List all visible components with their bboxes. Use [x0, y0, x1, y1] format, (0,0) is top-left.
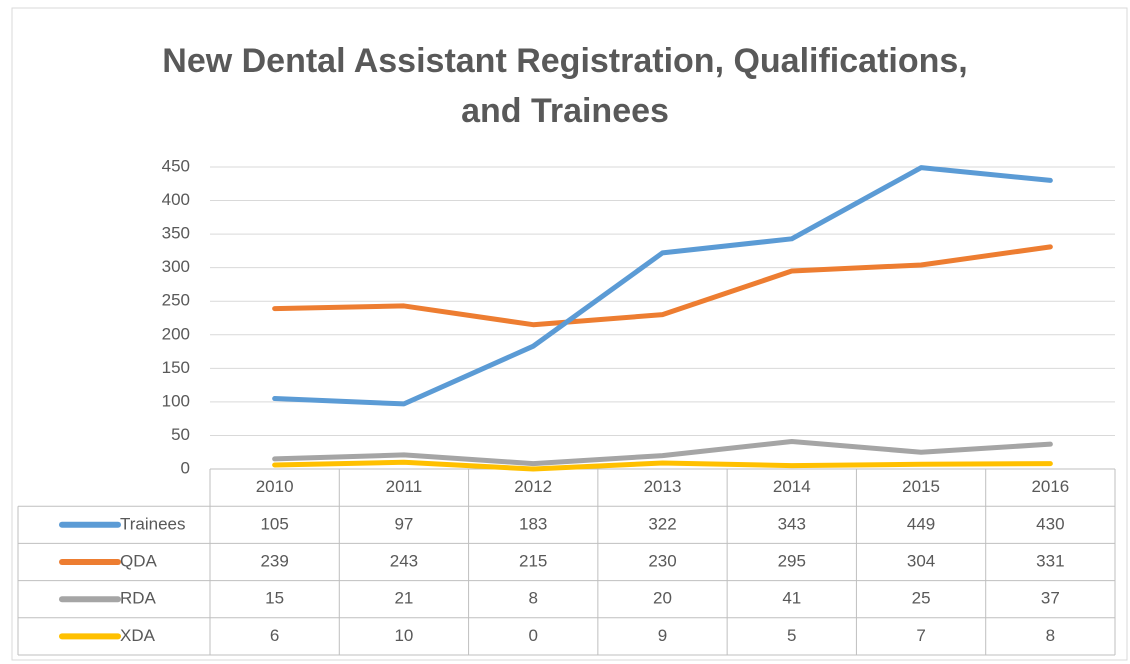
table-cell: 215 — [519, 551, 547, 570]
legend-label: Trainees — [120, 514, 186, 533]
x-tick-label: 2010 — [256, 477, 294, 496]
table-cell: 0 — [528, 626, 537, 645]
table-cell: 331 — [1036, 551, 1064, 570]
table-cell: 295 — [778, 551, 806, 570]
series-line — [272, 459, 1053, 472]
table-cell: 430 — [1036, 514, 1064, 533]
table-cell: 8 — [528, 589, 537, 608]
table-cell: 41 — [782, 589, 801, 608]
y-tick-label: 450 — [162, 156, 190, 175]
x-tick-label: 2014 — [773, 477, 811, 496]
x-tick-label: 2013 — [644, 477, 682, 496]
table-cell: 322 — [648, 514, 676, 533]
chart-title: New Dental Assistant Registration, Quali… — [162, 42, 968, 130]
y-tick-label: 0 — [181, 458, 190, 477]
table-cell: 15 — [265, 589, 284, 608]
x-tick-label: 2012 — [514, 477, 552, 496]
table-cell: 7 — [916, 626, 925, 645]
table-cell: 6 — [270, 626, 279, 645]
y-tick-label: 200 — [162, 324, 190, 343]
chart-border — [11, 7, 1128, 661]
table-cell: 449 — [907, 514, 935, 533]
table-cell: 304 — [907, 551, 935, 570]
table-cell: 21 — [394, 589, 413, 608]
y-tick-label: 250 — [162, 291, 190, 310]
table-cell: 97 — [394, 514, 413, 533]
legend-label: QDA — [120, 551, 158, 570]
y-tick-label: 150 — [162, 358, 190, 377]
y-tick-label: 350 — [162, 224, 190, 243]
table-cell: 239 — [260, 551, 288, 570]
table-cell: 8 — [1046, 626, 1055, 645]
legend-label: RDA — [120, 589, 157, 608]
y-tick-label: 300 — [162, 257, 190, 276]
y-tick-label: 400 — [162, 190, 190, 209]
table-cell: 230 — [648, 551, 676, 570]
table-cell: 105 — [260, 514, 288, 533]
table-cell: 243 — [390, 551, 418, 570]
table-cell: 37 — [1041, 589, 1060, 608]
y-tick-label: 50 — [171, 425, 190, 444]
x-tick-label: 2016 — [1031, 477, 1069, 496]
table-cell: 183 — [519, 514, 547, 533]
legend-label: XDA — [120, 626, 156, 645]
series-line — [272, 165, 1053, 407]
table-cell: 9 — [658, 626, 667, 645]
x-tick-label: 2015 — [902, 477, 940, 496]
table-cell: 20 — [653, 589, 672, 608]
series-line — [272, 244, 1053, 328]
y-tick-label: 100 — [162, 391, 190, 410]
table-cell: 343 — [778, 514, 806, 533]
table-cell: 5 — [787, 626, 796, 645]
table-cell: 25 — [912, 589, 931, 608]
table-cell: 10 — [394, 626, 413, 645]
series-line — [272, 438, 1053, 467]
x-tick-label: 2011 — [386, 477, 423, 496]
